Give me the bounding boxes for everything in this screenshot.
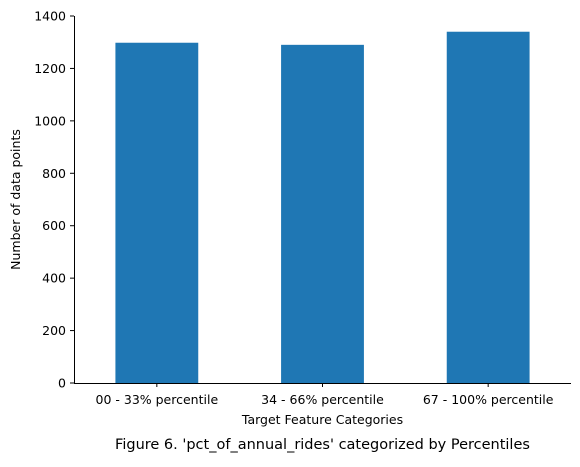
x-tick-label-1: 34 - 66% percentile xyxy=(261,392,384,407)
x-ticks: 00 - 33% percentile 34 - 66% percentile 67… xyxy=(96,383,554,407)
y-tick-label-4: 800 xyxy=(42,166,66,181)
y-tick-label-7: 1400 xyxy=(34,9,66,24)
bar-1 xyxy=(281,44,364,383)
y-tick-label-3: 600 xyxy=(42,218,66,233)
y-axis-label: Number of data points xyxy=(8,129,23,270)
y-tick-label-5: 1000 xyxy=(34,113,66,128)
y-tick-label-0: 0 xyxy=(58,376,66,391)
x-tick-label-0: 00 - 33% percentile xyxy=(96,392,219,407)
bar-0 xyxy=(115,42,199,383)
y-tick-label-6: 1200 xyxy=(34,61,66,76)
x-tick-label-2: 67 - 100% percentile xyxy=(423,392,554,407)
bars-layer xyxy=(115,31,530,383)
x-axis-label: Target Feature Categories xyxy=(241,412,403,427)
y-tick-label-1: 200 xyxy=(42,323,66,338)
y-tick-label-2: 400 xyxy=(42,271,66,286)
y-ticks: 0 200 400 600 800 1000 1200 1400 xyxy=(34,9,74,391)
bar-2 xyxy=(446,31,530,383)
figure-caption: Figure 6. 'pct_of_annual_rides' categori… xyxy=(115,437,530,453)
